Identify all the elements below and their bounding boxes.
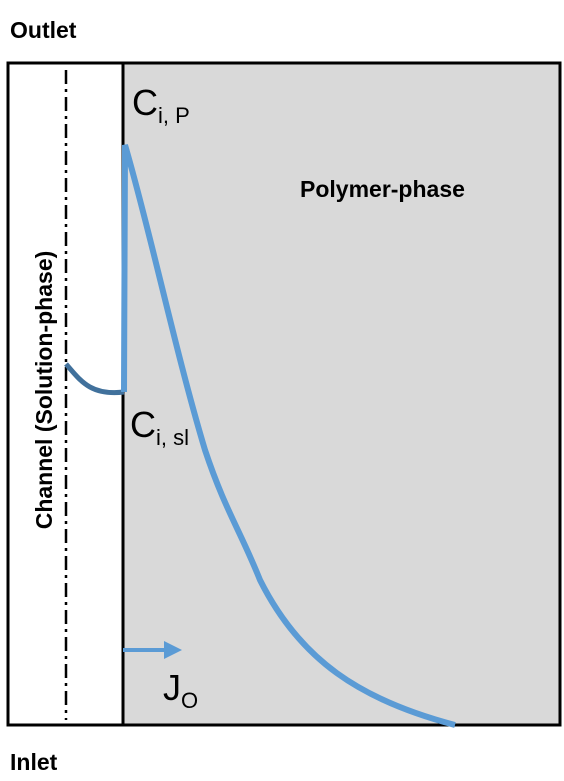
inlet-label: Inlet — [10, 749, 58, 775]
subscript: i, P — [158, 103, 190, 128]
polymer-label: Polymer-phase — [300, 176, 465, 202]
subscript: i, sl — [156, 425, 189, 450]
symbol: C — [132, 82, 158, 123]
symbol: C — [130, 404, 156, 445]
polymer-profile — [121, 144, 456, 728]
solution-profile — [64, 362, 125, 396]
c-isl-label: Ci, sl — [130, 404, 189, 450]
polymer-region — [123, 64, 559, 724]
flux-arrowhead — [164, 641, 182, 659]
subscript: O — [181, 688, 198, 713]
channel-label: Channel (Solution-phase) — [31, 251, 57, 530]
flux-label: JO — [163, 667, 198, 713]
outlet-label: Outlet — [10, 17, 77, 43]
c-ip-label: Ci, P — [132, 82, 190, 128]
symbol: J — [163, 667, 181, 708]
